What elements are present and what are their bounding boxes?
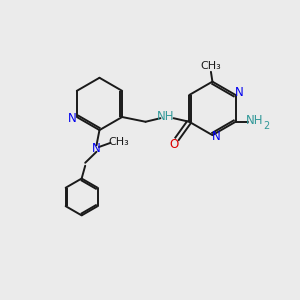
Text: N: N (212, 130, 221, 143)
Text: 2: 2 (263, 121, 269, 131)
Text: NH: NH (157, 110, 174, 123)
Text: NH: NH (246, 114, 264, 127)
Text: N: N (235, 86, 244, 99)
Text: CH₃: CH₃ (201, 61, 221, 71)
Text: N: N (68, 112, 77, 125)
Text: CH₃: CH₃ (108, 137, 129, 147)
Text: N: N (92, 142, 101, 155)
Text: O: O (170, 138, 179, 151)
